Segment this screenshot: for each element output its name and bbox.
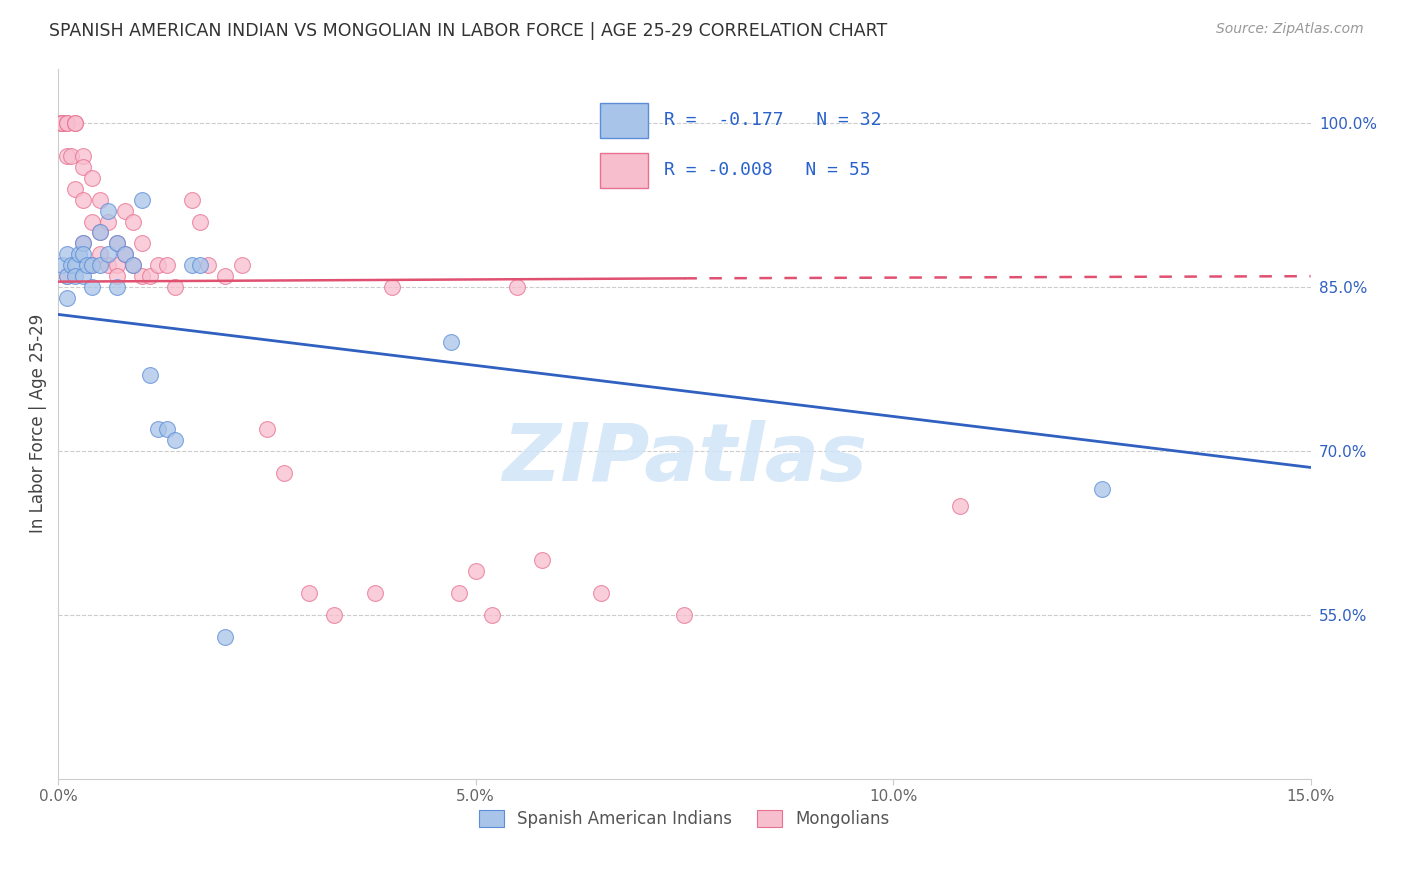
Point [139,269,162,284]
Point [131,193,153,207]
Point [114,247,136,261]
Point [63,269,86,284]
Point [1091,483,1114,497]
Point [673,607,696,622]
Point [114,247,136,261]
Point [63,182,86,196]
Point [55,116,77,130]
Point [439,334,461,349]
Point [72,236,94,251]
Point [55,247,77,261]
Point [464,564,486,578]
Point [49,116,72,130]
Point [273,466,295,480]
Point [89,247,111,261]
Point [89,193,111,207]
Point [122,258,145,272]
Point [51,116,73,130]
Point [188,214,211,228]
Legend: Spanish American Indians, Mongolians: Spanish American Indians, Mongolians [472,803,897,835]
Point [72,247,94,261]
Point [105,236,128,251]
Point [122,214,145,228]
Y-axis label: In Labor Force | Age 25-29: In Labor Force | Age 25-29 [30,314,46,533]
Point [131,269,153,284]
Point [63,116,86,130]
Point [80,258,103,272]
Point [481,607,503,622]
Point [197,258,219,272]
Point [298,586,321,600]
Point [122,258,145,272]
Point [165,433,187,447]
Point [105,280,128,294]
Point [447,586,470,600]
Point [80,214,103,228]
Point [80,280,103,294]
Point [180,258,202,272]
Point [72,269,94,284]
Point [63,116,86,130]
Point [322,607,344,622]
Point [72,149,94,163]
Point [80,170,103,185]
Point [72,193,94,207]
Point [381,280,404,294]
Point [214,630,236,644]
Point [55,149,77,163]
Point [531,553,554,567]
Point [506,280,529,294]
Text: ZIPatlas: ZIPatlas [502,420,868,499]
Point [148,422,170,436]
Point [80,258,103,272]
Point [214,269,236,284]
Point [180,193,202,207]
Point [256,422,278,436]
Point [105,236,128,251]
Point [55,269,77,284]
Point [89,226,111,240]
Point [188,258,211,272]
Text: SPANISH AMERICAN INDIAN VS MONGOLIAN IN LABOR FORCE | AGE 25-29 CORRELATION CHAR: SPANISH AMERICAN INDIAN VS MONGOLIAN IN … [49,22,887,40]
Point [156,422,179,436]
Point [114,203,136,218]
Point [59,258,82,272]
Point [949,499,972,513]
Point [97,203,120,218]
Point [364,586,387,600]
Point [89,226,111,240]
Point [51,116,73,130]
Point [63,258,86,272]
Point [97,258,120,272]
Point [105,269,128,284]
Point [55,291,77,305]
Point [97,247,120,261]
Point [55,116,77,130]
Point [67,247,90,261]
Point [156,258,179,272]
Point [139,368,162,382]
Point [231,258,253,272]
Point [76,258,98,272]
Point [97,214,120,228]
Point [589,586,612,600]
Point [105,258,128,272]
Point [51,258,73,272]
Point [148,258,170,272]
Point [165,280,187,294]
Point [72,236,94,251]
Point [89,258,111,272]
Point [59,149,82,163]
Text: Source: ZipAtlas.com: Source: ZipAtlas.com [1216,22,1364,37]
Point [72,160,94,174]
Point [55,269,77,284]
Point [131,236,153,251]
